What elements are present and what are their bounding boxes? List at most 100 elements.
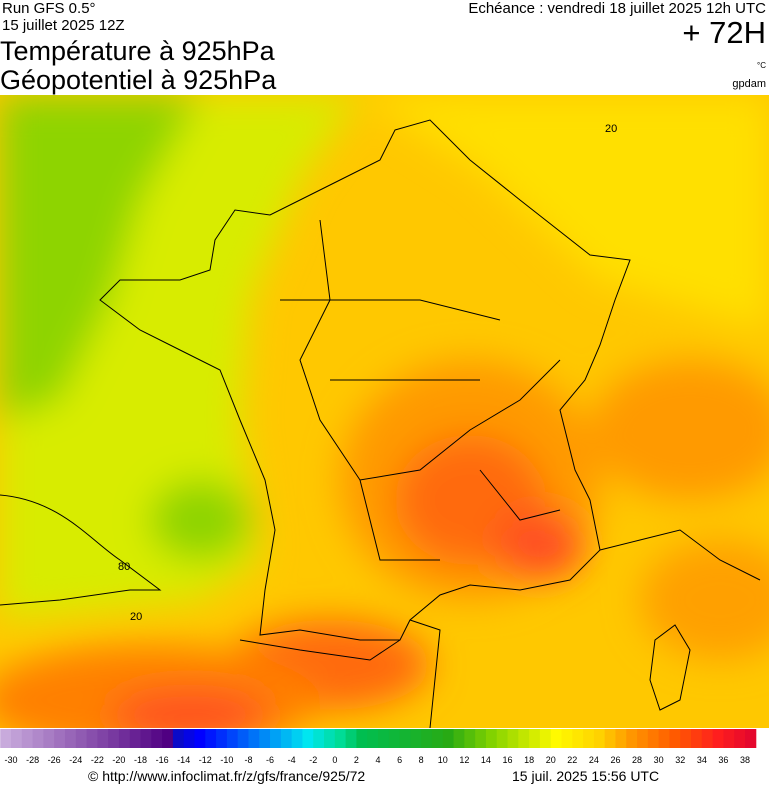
legend-label: -2 xyxy=(309,755,317,765)
legend-swatch xyxy=(226,729,239,748)
legend-swatch xyxy=(712,729,724,748)
legend-label: 20 xyxy=(546,755,556,765)
legend-label: 22 xyxy=(567,755,577,765)
legend-swatch xyxy=(442,729,455,748)
legend-swatch xyxy=(259,729,271,748)
legend-label: 14 xyxy=(481,755,491,765)
legend-label: -16 xyxy=(156,755,169,765)
run-date: 15 juillet 2025 12Z xyxy=(2,17,125,34)
legend-swatch xyxy=(388,729,401,748)
legend-swatch xyxy=(367,729,379,748)
legend-swatch xyxy=(11,729,23,748)
legend-swatch xyxy=(734,729,746,748)
color-legend: -30 -28 -26 -24 -22 -20 -18 -16 -14 -12 -10 -8 -6 -4-… xyxy=(0,729,757,765)
legend-swatch xyxy=(399,729,411,748)
legend-label: -24 xyxy=(69,755,82,765)
legend-label: -26 xyxy=(48,755,61,765)
legend-label: 24 xyxy=(589,755,599,765)
source: © http://www.infoclimat.fr/z/gfs/france/… xyxy=(88,768,365,784)
map: 20 80 20 xyxy=(0,95,769,728)
legend-swatch xyxy=(637,729,649,748)
legend-label: 0 xyxy=(332,755,337,765)
legend-swatch xyxy=(43,729,55,748)
legend-swatch xyxy=(507,729,519,748)
forecast: Echéance : vendredi 18 juillet 2025 12h … xyxy=(468,0,766,17)
legend-swatch xyxy=(334,729,347,748)
legend-swatch xyxy=(194,729,206,748)
legend-swatch xyxy=(162,729,174,748)
legend-label: -14 xyxy=(177,755,190,765)
legend-label: 30 xyxy=(654,755,664,765)
legend-swatch xyxy=(75,729,88,748)
legend-label: 28 xyxy=(632,755,642,765)
legend-swatch xyxy=(0,729,12,748)
legend-label: 2 xyxy=(354,755,359,765)
legend-label: -22 xyxy=(91,755,104,765)
legend-swatch xyxy=(431,729,444,748)
legend-swatch xyxy=(680,729,692,748)
legend-label: -20 xyxy=(112,755,125,765)
legend-swatch xyxy=(561,729,573,748)
legend-label: -8 xyxy=(244,755,252,765)
legend-swatch xyxy=(647,729,660,748)
contour-label: 20 xyxy=(130,611,142,623)
legend-swatch xyxy=(205,729,217,748)
legend-label: 18 xyxy=(524,755,534,765)
legend-swatch xyxy=(32,729,44,748)
legend-swatch xyxy=(64,729,77,748)
legend-swatch xyxy=(280,729,293,748)
legend-label: 10 xyxy=(438,755,448,765)
unit-temp: °C xyxy=(757,61,766,70)
legend-label: -18 xyxy=(134,755,147,765)
legend-swatch xyxy=(356,729,368,748)
legend-swatch xyxy=(270,729,282,748)
legend-label: 38 xyxy=(740,755,750,765)
footer: © http://www.infoclimat.fr/z/gfs/france/… xyxy=(88,768,659,784)
legend-swatch xyxy=(237,729,249,748)
legend-swatch xyxy=(54,729,66,748)
legend-swatch xyxy=(97,729,109,748)
legend-swatch xyxy=(151,729,163,748)
unit-geo: gpdam xyxy=(732,78,766,90)
legend-swatch xyxy=(21,729,34,748)
legend-swatch xyxy=(583,729,595,748)
legend-swatch xyxy=(464,729,476,748)
legend-label: 32 xyxy=(675,755,685,765)
borders xyxy=(0,119,761,728)
legend-swatch xyxy=(485,729,498,748)
legend-swatch xyxy=(129,729,142,748)
legend-swatch xyxy=(496,729,509,748)
legend-label: 4 xyxy=(375,755,380,765)
legend-swatch xyxy=(615,729,627,748)
legend-swatch xyxy=(183,729,195,748)
legend-label: 6 xyxy=(397,755,402,765)
legend-swatch xyxy=(345,729,357,748)
legend-swatch xyxy=(324,729,336,748)
temperature-field xyxy=(0,95,769,728)
subtitle: Géopotentiel à 925hPa xyxy=(0,65,277,95)
legend-label: -4 xyxy=(288,755,296,765)
legend-swatch xyxy=(723,729,735,748)
timestamp: 15 juil. 2025 15:56 UTC xyxy=(512,768,659,784)
legend-swatch xyxy=(291,729,303,748)
legend-swatch xyxy=(539,729,552,748)
legend-swatch xyxy=(216,729,228,748)
legend-label: 12 xyxy=(459,755,469,765)
legend-label: 34 xyxy=(697,755,707,765)
contour-label: 80 xyxy=(118,561,130,573)
header: Run GFS 0.5° 15 juillet 2025 12Z Tempéra… xyxy=(0,0,766,95)
legend-swatch xyxy=(313,729,325,748)
legend-swatch xyxy=(86,729,98,748)
legend-swatch xyxy=(378,729,390,748)
legend-label: -28 xyxy=(26,755,39,765)
legend-swatch xyxy=(410,729,422,748)
legend-label: -10 xyxy=(220,755,233,765)
title: Température à 925hPa xyxy=(0,36,276,66)
legend-label: 36 xyxy=(718,755,728,765)
legend-swatch xyxy=(626,729,638,748)
contour-label: 20 xyxy=(605,123,617,135)
legend-swatch xyxy=(604,729,616,748)
legend-label: 16 xyxy=(503,755,513,765)
legend-swatch xyxy=(691,729,703,748)
legend-swatch xyxy=(248,729,260,748)
